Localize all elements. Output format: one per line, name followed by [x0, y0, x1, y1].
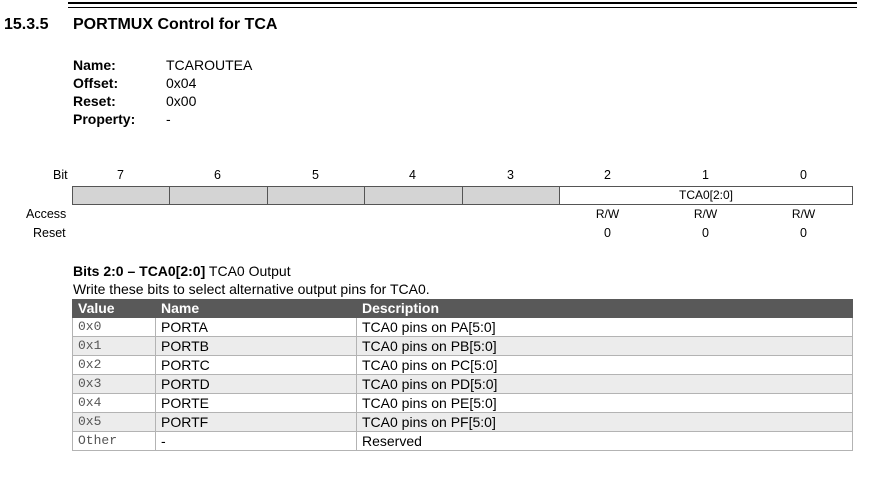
row-description: TCA0 pins on PA[5:0]	[356, 317, 853, 337]
reset-row-label: Reset	[33, 226, 66, 240]
bit-number: 1	[702, 168, 709, 182]
property-value: -	[166, 111, 171, 127]
table-row: 0x1 PORTB TCA0 pins on PB[5:0]	[72, 336, 853, 356]
reserved-bit-cell	[364, 186, 463, 205]
row-name: -	[155, 431, 357, 451]
bit-number: 5	[312, 168, 319, 182]
row-value: 0x1	[72, 336, 156, 356]
column-header-description: Description	[356, 299, 853, 318]
reserved-bit-cell	[169, 186, 268, 205]
bitfield-title: Bits 2:0 – TCA0[2:0]	[73, 263, 206, 279]
access-row-label: Access	[26, 207, 67, 221]
property-key: Offset:	[73, 75, 119, 91]
property-row: Name: TCAROUTEA	[73, 56, 252, 74]
bitfield-subtitle: TCA0 Output	[208, 263, 291, 279]
row-value: 0x0	[72, 317, 156, 337]
reset-value: 0	[800, 226, 807, 240]
reset-value: 0	[702, 226, 709, 240]
bit-number: 0	[800, 168, 807, 182]
row-value: 0x5	[72, 412, 156, 432]
table-row: 0x5 PORTF TCA0 pins on PF[5:0]	[72, 412, 853, 432]
row-name: PORTD	[155, 374, 357, 394]
bit-number: 6	[214, 168, 221, 182]
bitfield-description: Write these bits to select alternative o…	[73, 281, 430, 297]
table-row: 0x2 PORTC TCA0 pins on PC[5:0]	[72, 355, 853, 375]
property-key: Property:	[73, 111, 136, 127]
table-row: 0x3 PORTD TCA0 pins on PD[5:0]	[72, 374, 853, 394]
row-value: 0x2	[72, 355, 156, 375]
row-description: TCA0 pins on PB[5:0]	[356, 336, 853, 356]
row-description: TCA0 pins on PF[5:0]	[356, 412, 853, 432]
row-description: TCA0 pins on PC[5:0]	[356, 355, 853, 375]
bit-number: 4	[409, 168, 416, 182]
access-value: R/W	[791, 207, 816, 221]
reserved-bit-cell	[462, 186, 560, 205]
property-row: Reset: 0x00	[73, 92, 252, 110]
section-number: 15.3.5	[4, 16, 49, 33]
row-value: Other	[72, 431, 156, 451]
row-description: TCA0 pins on PE[5:0]	[356, 393, 853, 413]
row-name: PORTB	[155, 336, 357, 356]
reserved-bit-cell	[72, 186, 170, 205]
bit-number: 7	[117, 168, 124, 182]
section-title: PORTMUX Control for TCA	[73, 16, 278, 33]
row-value: 0x3	[72, 374, 156, 394]
row-description: Reserved	[356, 431, 853, 451]
bit-number: 2	[604, 168, 611, 182]
property-key: Name:	[73, 57, 116, 73]
table-row: 0x4 PORTE TCA0 pins on PE[5:0]	[72, 393, 853, 413]
access-value: R/W	[595, 207, 620, 221]
register-properties: Name: TCAROUTEA Offset: 0x04 Reset: 0x00…	[73, 56, 252, 128]
property-key: Reset:	[73, 93, 116, 109]
table-header-row: Value Name Description	[72, 299, 853, 318]
column-header-name: Name	[155, 299, 357, 318]
reset-value: 0	[604, 226, 611, 240]
property-row: Property: -	[73, 110, 252, 128]
reserved-bit-cell	[267, 186, 365, 205]
row-value: 0x4	[72, 393, 156, 413]
row-name: PORTF	[155, 412, 357, 432]
property-row: Offset: 0x04	[73, 74, 252, 92]
header-rule-thick	[68, 2, 857, 4]
row-name: PORTC	[155, 355, 357, 375]
table-row: Other - Reserved	[72, 431, 853, 451]
bit-row-label: Bit	[53, 168, 68, 182]
row-name: PORTA	[155, 317, 357, 337]
header-rule-thin	[68, 7, 857, 8]
access-value: R/W	[693, 207, 718, 221]
table-row: 0x0 PORTA TCA0 pins on PA[5:0]	[72, 317, 853, 337]
bit-number: 3	[507, 168, 514, 182]
tca0-field-cell: TCA0[2:0]	[559, 186, 853, 205]
property-value: 0x04	[166, 75, 197, 91]
bitfield-heading: Bits 2:0 – TCA0[2:0] TCA0 Output	[73, 263, 291, 279]
property-value: 0x00	[166, 93, 197, 109]
row-name: PORTE	[155, 393, 357, 413]
value-table: Value Name Description 0x0 PORTA TCA0 pi…	[72, 299, 853, 451]
row-description: TCA0 pins on PD[5:0]	[356, 374, 853, 394]
property-value: TCAROUTEA	[166, 57, 253, 73]
column-header-value: Value	[72, 299, 156, 318]
